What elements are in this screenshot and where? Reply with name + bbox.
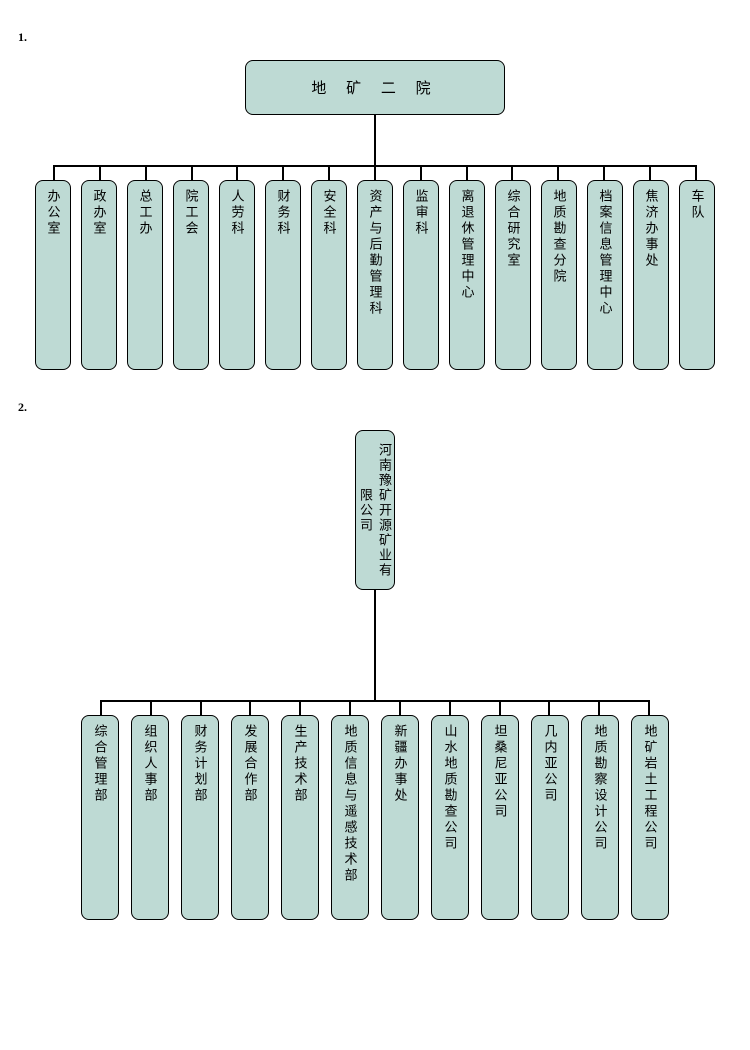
drop-line [511,165,513,180]
drop-line [466,165,468,180]
child-box: 档案信息管理中心 [587,180,623,370]
drop-line [399,700,401,715]
drop-line [150,700,152,715]
child-box: 焦济办事处 [633,180,669,370]
child-box: 组织人事部 [131,715,169,920]
chart1-children: 办公室政办室总工办院工会人劳科财务科安全科资产与后勤管理科监审科离退休管理中心综… [35,180,715,370]
drop-line [349,700,351,715]
drop-line [649,165,651,180]
chart2-connector [81,700,669,715]
child-box: 综合研究室 [495,180,531,370]
drop-line [420,165,422,180]
child-box: 地质信息与遥感技术部 [331,715,369,920]
drop-line [53,165,55,180]
drop-line [299,700,301,715]
chart2-drops [100,700,650,715]
child-box: 新疆办事处 [381,715,419,920]
child-box: 财务科 [265,180,301,370]
chart1-drops [53,165,697,180]
child-box: 山水地质勘查公司 [431,715,469,920]
child-box: 政办室 [81,180,117,370]
drop-line [449,700,451,715]
drop-line [145,165,147,180]
child-box: 办公室 [35,180,71,370]
child-box: 地质勘查分院 [541,180,577,370]
child-box: 发展合作部 [231,715,269,920]
drop-line [603,165,605,180]
chart2-children: 综合管理部组织人事部财务计划部发展合作部生产技术部地质信息与遥感技术部新疆办事处… [81,715,669,920]
child-box: 总工办 [127,180,163,370]
section-label-1: 1. [18,30,740,45]
child-box: 车队 [679,180,715,370]
drop-line [282,165,284,180]
drop-line [236,165,238,180]
child-box: 资产与后勤管理科 [357,180,393,370]
chart2-root: 河南豫矿开源矿业有限公司 [355,430,395,590]
child-box: 安全科 [311,180,347,370]
child-box: 人劳科 [219,180,255,370]
child-box: 院工会 [173,180,209,370]
child-box: 几内亚公司 [531,715,569,920]
child-box: 离退休管理中心 [449,180,485,370]
chart2-vline [374,590,376,700]
org-chart-2: 河南豫矿开源矿业有限公司 综合管理部组织人事部财务计划部发展合作部生产技术部地质… [10,430,740,920]
child-box: 地矿岩土工程公司 [631,715,669,920]
child-box: 财务计划部 [181,715,219,920]
drop-line [374,165,376,180]
drop-line [598,700,600,715]
drop-line [548,700,550,715]
drop-line [328,165,330,180]
chart1-connector [35,165,715,180]
org-chart-1: 地 矿 二 院 办公室政办室总工办院工会人劳科财务科安全科资产与后勤管理科监审科… [10,60,740,370]
drop-line [499,700,501,715]
child-box: 地质勘察设计公司 [581,715,619,920]
drop-line [200,700,202,715]
drop-line [249,700,251,715]
child-box: 坦桑尼亚公司 [481,715,519,920]
child-box: 综合管理部 [81,715,119,920]
drop-line [191,165,193,180]
drop-line [99,165,101,180]
chart1-vline [374,115,376,165]
section-label-2: 2. [18,400,740,415]
drop-line [557,165,559,180]
drop-line [695,165,697,180]
child-box: 生产技术部 [281,715,319,920]
child-box: 监审科 [403,180,439,370]
chart1-root: 地 矿 二 院 [245,60,505,115]
drop-line [100,700,102,715]
drop-line [648,700,650,715]
